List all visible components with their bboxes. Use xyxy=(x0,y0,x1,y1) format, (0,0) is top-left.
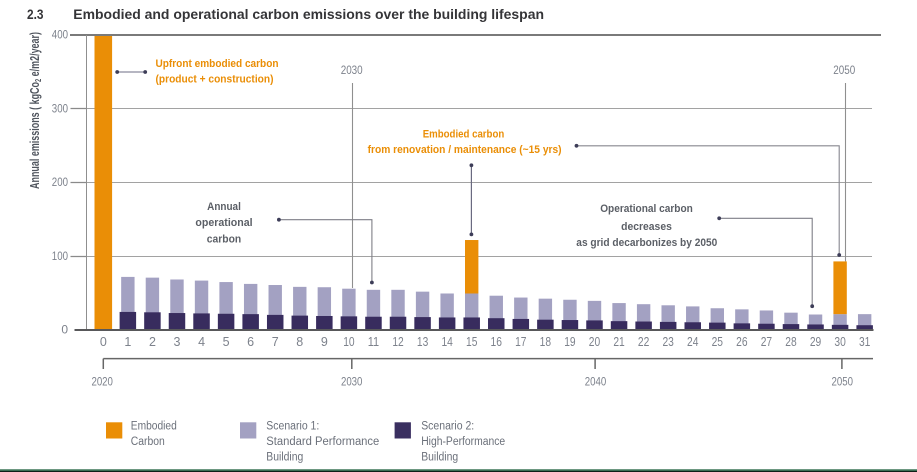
svg-text:10: 10 xyxy=(343,335,354,349)
svg-text:300: 300 xyxy=(52,101,68,115)
svg-text:2: 2 xyxy=(149,335,156,349)
svg-text:25: 25 xyxy=(712,335,723,349)
svg-text:Building: Building xyxy=(421,451,458,463)
svg-text:carbon: carbon xyxy=(207,233,242,245)
svg-text:7: 7 xyxy=(272,335,279,349)
svg-text:13: 13 xyxy=(417,335,428,349)
svg-text:2050: 2050 xyxy=(832,374,854,388)
svg-text:19: 19 xyxy=(564,335,575,349)
svg-text:29: 29 xyxy=(810,335,821,349)
svg-text:Embodied: Embodied xyxy=(131,421,177,433)
svg-text:0: 0 xyxy=(61,323,68,337)
svg-text:2030: 2030 xyxy=(341,63,363,77)
svg-text:0: 0 xyxy=(100,335,107,349)
svg-text:15: 15 xyxy=(466,335,477,349)
svg-text:18: 18 xyxy=(540,335,551,349)
svg-text:2040: 2040 xyxy=(585,374,607,388)
svg-text:16: 16 xyxy=(491,335,502,349)
svg-text:100: 100 xyxy=(52,249,68,263)
svg-text:17: 17 xyxy=(515,335,526,349)
svg-text:8: 8 xyxy=(296,335,303,349)
svg-text:Embodied and operational carbo: Embodied and operational carbon emission… xyxy=(73,6,544,22)
svg-text:9: 9 xyxy=(321,335,328,349)
svg-text:30: 30 xyxy=(834,335,845,349)
svg-text:400: 400 xyxy=(52,28,68,42)
svg-text:23: 23 xyxy=(662,335,673,349)
svg-text:28: 28 xyxy=(785,335,796,349)
svg-text:as grid decarbonizes by 2050: as grid decarbonizes by 2050 xyxy=(576,237,717,249)
svg-text:Annual: Annual xyxy=(207,201,241,213)
svg-text:31: 31 xyxy=(859,335,870,349)
svg-text:Upfront embodied carbon: Upfront embodied carbon xyxy=(156,58,279,70)
svg-text:22: 22 xyxy=(638,335,649,349)
svg-text:2030: 2030 xyxy=(341,374,363,388)
svg-text:High-Performance: High-Performance xyxy=(421,436,505,448)
svg-text:20: 20 xyxy=(589,335,600,349)
svg-text:3: 3 xyxy=(174,335,181,349)
svg-text:12: 12 xyxy=(392,335,403,349)
svg-text:Embodied carbon: Embodied carbon xyxy=(423,129,505,141)
svg-text:6: 6 xyxy=(247,335,254,349)
svg-text:21: 21 xyxy=(613,335,624,349)
svg-text:Carbon: Carbon xyxy=(131,436,165,448)
svg-text:Annual emissions ( kgCo2 e/m2/: Annual emissions ( kgCo2 e/m2/year) xyxy=(28,32,43,189)
svg-text:Scenario 1:: Scenario 1: xyxy=(266,421,319,433)
svg-text:26: 26 xyxy=(736,335,747,349)
svg-text:4: 4 xyxy=(198,335,205,349)
svg-text:Scenario 2:: Scenario 2: xyxy=(421,421,474,433)
svg-text:27: 27 xyxy=(761,335,772,349)
svg-text:decreases: decreases xyxy=(621,221,672,233)
svg-text:Standard Performance: Standard Performance xyxy=(266,436,379,448)
svg-text:Building: Building xyxy=(266,451,303,463)
svg-text:(product + construction): (product + construction) xyxy=(156,73,274,85)
svg-text:2.3: 2.3 xyxy=(27,6,44,22)
svg-text:24: 24 xyxy=(687,335,698,349)
svg-text:operational: operational xyxy=(195,217,252,229)
svg-text:2050: 2050 xyxy=(833,63,855,77)
svg-text:200: 200 xyxy=(52,175,68,189)
svg-text:11: 11 xyxy=(368,335,379,349)
svg-text:from renovation / maintenance: from renovation / maintenance (~15 yrs) xyxy=(368,144,562,156)
svg-text:14: 14 xyxy=(441,335,452,349)
svg-text:1: 1 xyxy=(124,335,131,349)
svg-text:5: 5 xyxy=(223,335,230,349)
svg-text:Operational carbon: Operational carbon xyxy=(600,203,693,215)
svg-text:2020: 2020 xyxy=(91,374,113,388)
